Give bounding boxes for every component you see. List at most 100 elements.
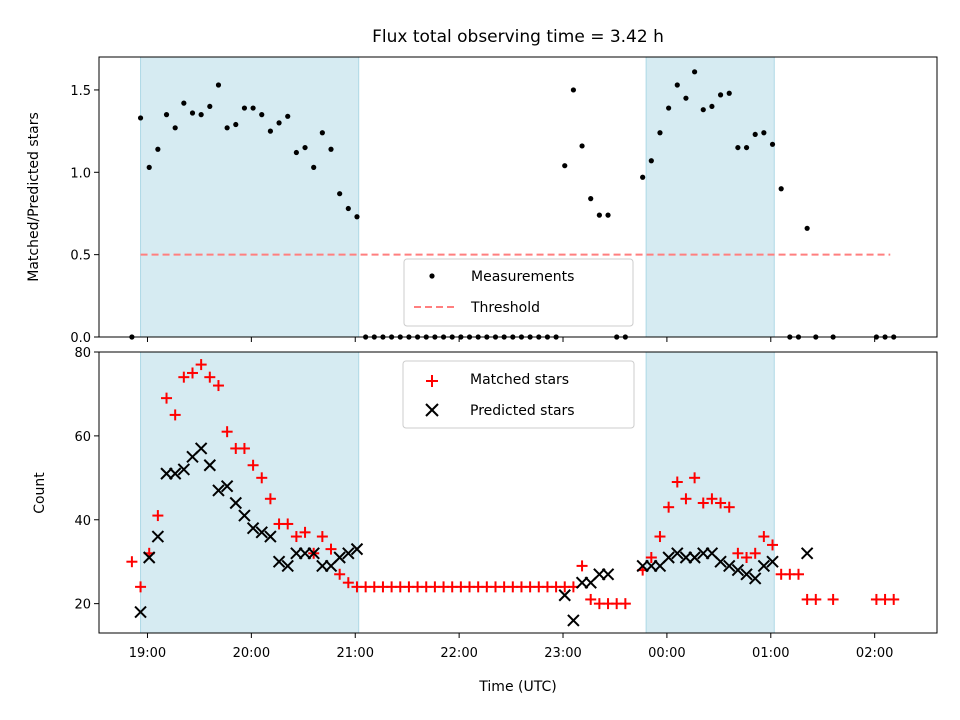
measurement-point bbox=[674, 82, 680, 88]
measurement-point bbox=[692, 69, 698, 75]
bottom-shaded-interval bbox=[140, 351, 360, 634]
predicted-stars-point bbox=[281, 559, 294, 573]
measurement-point bbox=[562, 163, 568, 169]
predicted-stars-point bbox=[307, 547, 320, 560]
matched-stars-point bbox=[135, 581, 147, 593]
matched-stars-point bbox=[792, 568, 804, 580]
measurement-point bbox=[311, 164, 317, 170]
top-legend-frame bbox=[403, 258, 634, 327]
x-tick-label: 00:00 bbox=[648, 646, 685, 661]
predicted-stars-point bbox=[740, 568, 753, 581]
matched-stars-point bbox=[256, 472, 268, 484]
matched-stars-point bbox=[178, 371, 190, 383]
bottom-panel: 20 40 60 80 19:00 20:00 21:00 22:00 23:00 00:00 0… bbox=[32, 346, 938, 695]
predicted-stars-point bbox=[220, 480, 234, 493]
bottom-shaded-interval bbox=[645, 351, 775, 634]
predicted-stars-point bbox=[272, 555, 286, 568]
bottom-y-tick-label: 60 bbox=[74, 430, 91, 445]
matched-stars-point bbox=[767, 539, 779, 551]
predicted-stars-point bbox=[662, 551, 675, 564]
bottom-y-tick-label: 20 bbox=[74, 598, 91, 613]
matched-stars-point bbox=[290, 531, 302, 543]
predicted-stars-point bbox=[800, 547, 814, 560]
matched-stars-point bbox=[749, 547, 761, 559]
matched-stars-point bbox=[706, 493, 718, 505]
predicted-stars-point bbox=[212, 484, 225, 497]
bottom-legend: Matched stars Predicted stars bbox=[402, 360, 635, 429]
matched-stars-point bbox=[247, 459, 259, 471]
predicted-stars-legend-marker bbox=[425, 403, 439, 417]
measurement-point bbox=[579, 143, 585, 149]
matched-stars-point bbox=[723, 501, 735, 513]
predicted-stars-point bbox=[151, 530, 165, 543]
matched-stars-point bbox=[316, 531, 328, 543]
measurement-point bbox=[804, 225, 810, 231]
matched-stars-point bbox=[282, 518, 294, 530]
predicted-stars-point bbox=[229, 496, 242, 510]
matched-stars-point bbox=[342, 577, 354, 589]
matched-stars-point bbox=[654, 531, 666, 543]
matched-stars-point bbox=[325, 543, 337, 555]
measurement-point bbox=[233, 121, 239, 128]
predicted-stars-point bbox=[723, 559, 736, 573]
x-tick-label: 23:00 bbox=[544, 646, 581, 661]
predicted-stars-point bbox=[264, 530, 277, 543]
matched-stars-point bbox=[212, 380, 224, 392]
measurement-point bbox=[259, 112, 265, 118]
matched-stars-point bbox=[663, 501, 675, 513]
measurement-point bbox=[726, 90, 732, 96]
predicted-stars-point bbox=[671, 547, 684, 560]
measurement-point bbox=[700, 107, 706, 113]
x-axis-label: Time (UTC) bbox=[478, 679, 556, 695]
matched-stars-point bbox=[827, 593, 839, 605]
measurement-point bbox=[761, 130, 767, 136]
x-tick-label: 19:00 bbox=[129, 646, 166, 661]
top-shaded-interval bbox=[140, 56, 360, 338]
measurement-point bbox=[588, 196, 594, 202]
predicted-stars-point bbox=[350, 542, 364, 556]
matched-stars-point bbox=[238, 442, 250, 454]
predicted-stars-point bbox=[238, 509, 251, 522]
predicted-stars-point bbox=[194, 442, 208, 455]
predicted-stars-point bbox=[342, 547, 355, 560]
bottom-plot-frame bbox=[98, 351, 938, 634]
measurement-point bbox=[345, 205, 351, 212]
matched-stars-point bbox=[697, 497, 709, 509]
matched-stars-legend-marker bbox=[426, 375, 438, 387]
matched-stars-point bbox=[585, 593, 597, 605]
measurement-point bbox=[657, 130, 663, 136]
measurement-point bbox=[570, 87, 577, 93]
top-shaded-interval bbox=[645, 56, 775, 338]
measurement-point bbox=[302, 144, 308, 151]
bottom-y-tick-label: 40 bbox=[74, 514, 91, 529]
matched-stars-point bbox=[888, 593, 900, 605]
measurements-legend-label: Measurements bbox=[471, 269, 574, 285]
measurement-point bbox=[743, 144, 750, 151]
matched-stars-point bbox=[689, 472, 701, 484]
x-tick-label: 21:00 bbox=[337, 646, 374, 661]
matched-stars-point bbox=[161, 392, 173, 404]
predicted-stars-point bbox=[134, 605, 147, 619]
measurement-point bbox=[354, 214, 360, 220]
measurement-point bbox=[276, 120, 282, 126]
measurement-point bbox=[717, 92, 724, 98]
predicted-stars-legend-label: Predicted stars bbox=[470, 403, 575, 419]
measurement-point bbox=[215, 82, 222, 88]
measurement-point bbox=[337, 191, 343, 197]
predicted-stars-point bbox=[688, 551, 701, 564]
measurement-point bbox=[224, 125, 230, 131]
matched-stars-point bbox=[186, 367, 198, 379]
measurement-point bbox=[207, 103, 213, 110]
top-y-tick-label: 1.0 bbox=[70, 166, 91, 181]
matched-stars-point bbox=[152, 510, 164, 522]
measurement-point bbox=[293, 149, 299, 156]
matched-stars-point bbox=[264, 493, 276, 505]
measurement-point bbox=[605, 212, 611, 218]
matched-stars-point bbox=[221, 426, 233, 438]
predicted-stars-point bbox=[766, 555, 779, 568]
matched-stars-point bbox=[810, 593, 822, 605]
x-tick-label: 22:00 bbox=[440, 646, 477, 661]
predicted-stars-point bbox=[567, 614, 580, 627]
matched-stars-legend-label: Matched stars bbox=[470, 372, 569, 388]
measurement-point bbox=[267, 128, 274, 134]
